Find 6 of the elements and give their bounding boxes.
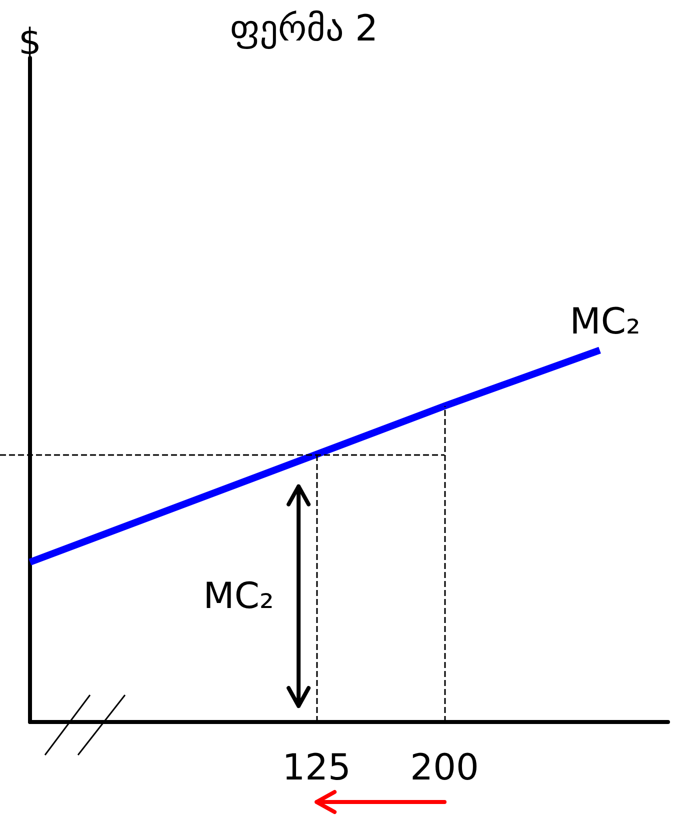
x-tick-label: 125: [282, 748, 351, 788]
text: $: [18, 22, 42, 63]
x-tick-label: 200: [410, 748, 479, 788]
series-label: MC₂: [570, 302, 640, 343]
annotation: MC₂: [203, 576, 274, 618]
chart-title: ფერმა 2: [230, 8, 378, 50]
